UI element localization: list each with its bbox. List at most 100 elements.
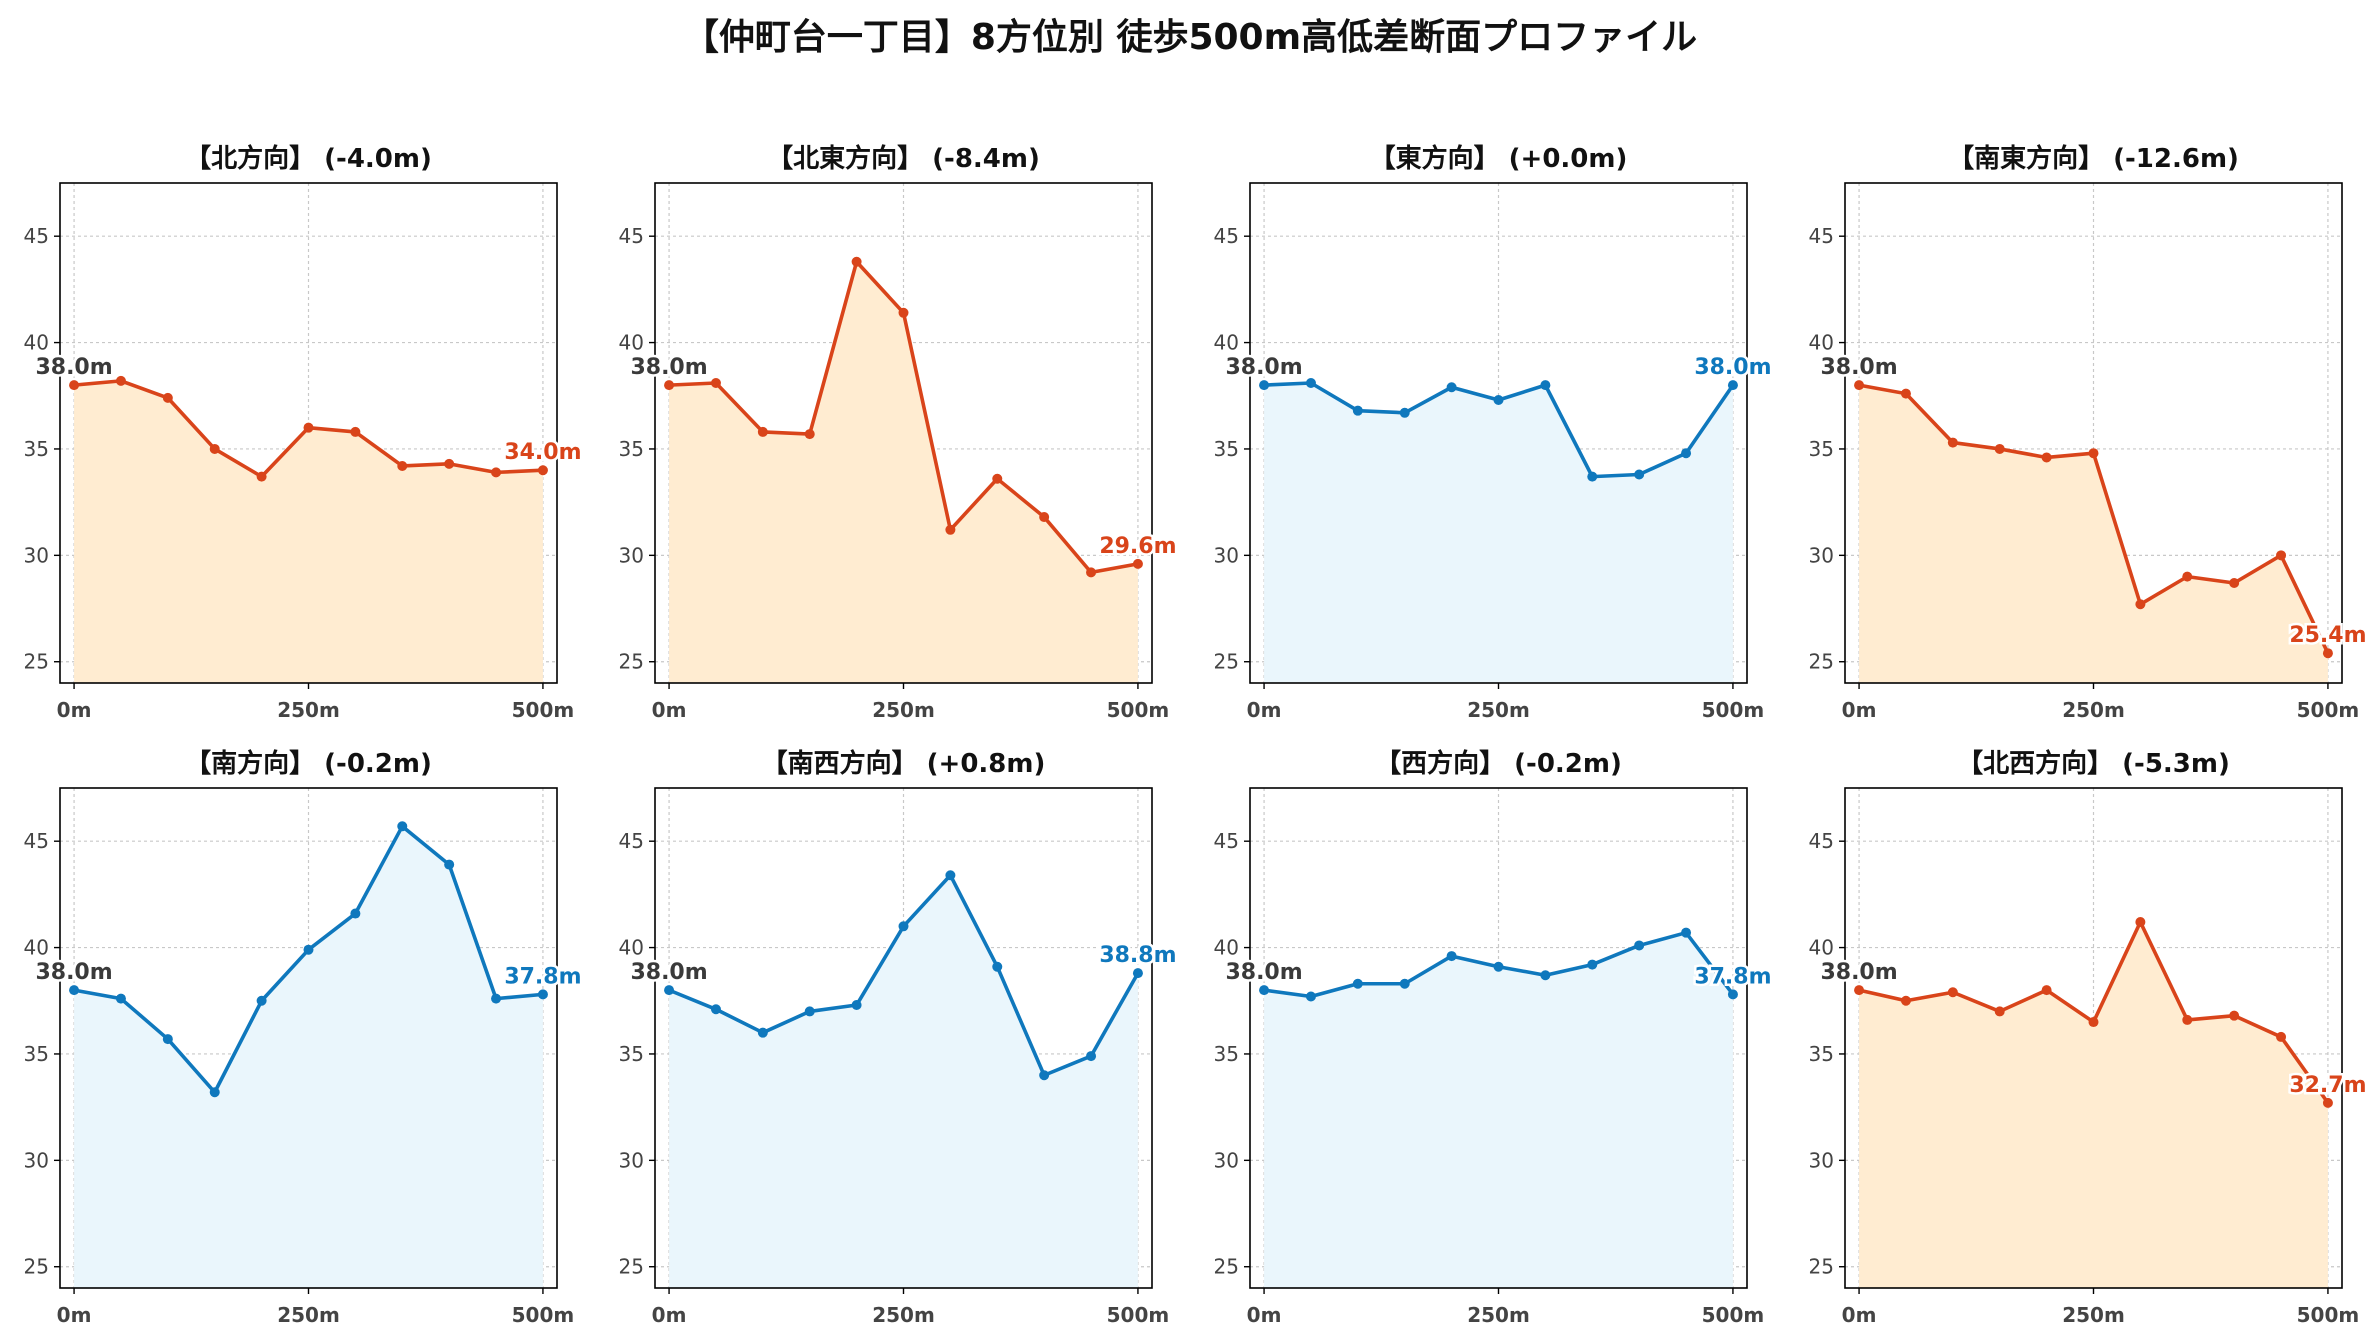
area-fill — [1264, 383, 1733, 683]
x-tick-label: 500m — [512, 698, 575, 722]
data-point — [537, 989, 548, 1000]
data-point — [851, 256, 862, 267]
area-fill — [669, 261, 1138, 683]
data-point — [350, 426, 361, 437]
data-point — [1305, 378, 1316, 388]
y-tick-label: 30 — [1809, 1148, 1834, 1172]
data-point — [851, 1000, 862, 1011]
data-point — [444, 859, 455, 870]
start-elevation-label: 38.0m — [1225, 355, 1302, 380]
y-tick-label: 35 — [1214, 1042, 1239, 1066]
x-tick-label: 0m — [1842, 698, 1877, 722]
data-point — [1634, 469, 1645, 480]
area-fill — [74, 826, 543, 1288]
y-tick-label: 25 — [1809, 1255, 1834, 1279]
figure-title: 【仲町台一丁目】8方位別 徒歩500m高低差断面プロファイル — [682, 17, 1698, 58]
data-point — [2276, 1031, 2287, 1042]
x-tick-label: 500m — [1107, 1303, 1170, 1327]
end-elevation-label: 29.6m — [1099, 534, 1176, 559]
data-point — [2229, 578, 2240, 588]
data-point — [2182, 571, 2193, 582]
data-point — [115, 375, 126, 386]
data-point — [115, 993, 126, 1004]
data-point — [992, 473, 1003, 484]
x-tick-label: 500m — [2297, 698, 2360, 722]
data-point — [1587, 959, 1598, 970]
y-tick-label: 35 — [24, 437, 49, 461]
end-elevation-label: 38.8m — [1099, 943, 1176, 968]
y-tick-label: 40 — [1214, 936, 1239, 960]
area-fill — [669, 875, 1138, 1288]
subplot-title: 【東方向】 (+0.0m) — [1370, 143, 1628, 174]
data-point — [1259, 380, 1270, 391]
y-tick-label: 30 — [1809, 543, 1834, 567]
data-point — [1039, 512, 1050, 523]
data-point — [1634, 940, 1645, 951]
data-point — [1854, 985, 1865, 996]
subplot-3: 【南東方向】 (-12.6m) 25 30 35 40 45 0m 250m 500m 38.0m… — [1809, 143, 2369, 722]
data-point — [1352, 405, 1363, 416]
data-point — [209, 1087, 220, 1098]
start-elevation-label: 38.0m — [35, 355, 112, 380]
subplot-title: 【北方向】 (-4.0m) — [185, 143, 432, 174]
data-point — [804, 1006, 815, 1017]
data-point — [710, 1004, 721, 1015]
data-point — [2135, 599, 2146, 610]
y-tick-label: 40 — [1809, 331, 1834, 355]
end-elevation-label: 38.0m — [1694, 355, 1771, 380]
y-tick-label: 35 — [619, 1042, 644, 1066]
data-point — [757, 426, 768, 437]
y-tick-label: 25 — [1214, 1255, 1239, 1279]
subplot-title: 【南方向】 (-0.2m) — [185, 748, 432, 779]
x-tick-label: 0m — [652, 1303, 687, 1327]
x-tick-label: 0m — [1247, 698, 1282, 722]
start-elevation-label: 38.0m — [630, 355, 707, 380]
x-tick-label: 0m — [1247, 1303, 1282, 1327]
data-point — [1947, 437, 1958, 448]
area-fill — [1859, 922, 2328, 1288]
data-point — [1446, 382, 1457, 393]
data-point — [1994, 443, 2005, 454]
data-point — [256, 471, 267, 482]
x-tick-label: 250m — [2062, 1303, 2125, 1327]
x-tick-label: 0m — [652, 698, 687, 722]
data-point — [1994, 1006, 2005, 1017]
data-point — [1132, 968, 1143, 979]
start-elevation-label: 38.0m — [35, 960, 112, 985]
y-tick-label: 45 — [1214, 829, 1239, 853]
subplot-7: 【北西方向】 (-5.3m) 25 30 35 40 45 0m 250m 500m 38.0m 3… — [1809, 748, 2369, 1327]
x-tick-label: 250m — [872, 698, 935, 722]
data-point — [1540, 380, 1551, 391]
data-point — [664, 380, 675, 391]
y-tick-label: 35 — [1809, 437, 1834, 461]
data-point — [1305, 991, 1316, 1002]
data-point — [2041, 985, 2052, 996]
data-point — [1399, 978, 1410, 989]
data-point — [69, 985, 80, 996]
y-tick-label: 25 — [619, 1255, 644, 1279]
end-elevation-label: 34.0m — [504, 440, 581, 465]
data-point — [303, 944, 314, 955]
data-point — [1259, 985, 1270, 996]
y-tick-label: 30 — [1214, 543, 1239, 567]
subplot-title: 【南東方向】 (-12.6m) — [1948, 143, 2239, 174]
subplot-title: 【北西方向】 (-5.3m) — [1957, 748, 2230, 779]
data-point — [2182, 1014, 2193, 1025]
x-tick-label: 0m — [1842, 1303, 1877, 1327]
data-point — [710, 378, 721, 388]
data-point — [898, 307, 909, 318]
subplot-1: 【北東方向】 (-8.4m) 25 30 35 40 45 0m 250m 500m 38.0m 2… — [619, 143, 1179, 722]
y-tick-label: 40 — [1214, 331, 1239, 355]
y-tick-label: 45 — [1809, 224, 1834, 248]
data-point — [1493, 961, 1504, 972]
data-point — [2322, 648, 2333, 659]
data-point — [1727, 380, 1738, 391]
data-point — [2276, 550, 2287, 561]
x-tick-label: 500m — [512, 1303, 575, 1327]
area-fill — [1264, 932, 1733, 1288]
data-point — [1493, 395, 1504, 406]
data-point — [162, 1034, 173, 1045]
start-elevation-label: 38.0m — [630, 960, 707, 985]
subplot-title: 【西方向】 (-0.2m) — [1375, 748, 1622, 779]
